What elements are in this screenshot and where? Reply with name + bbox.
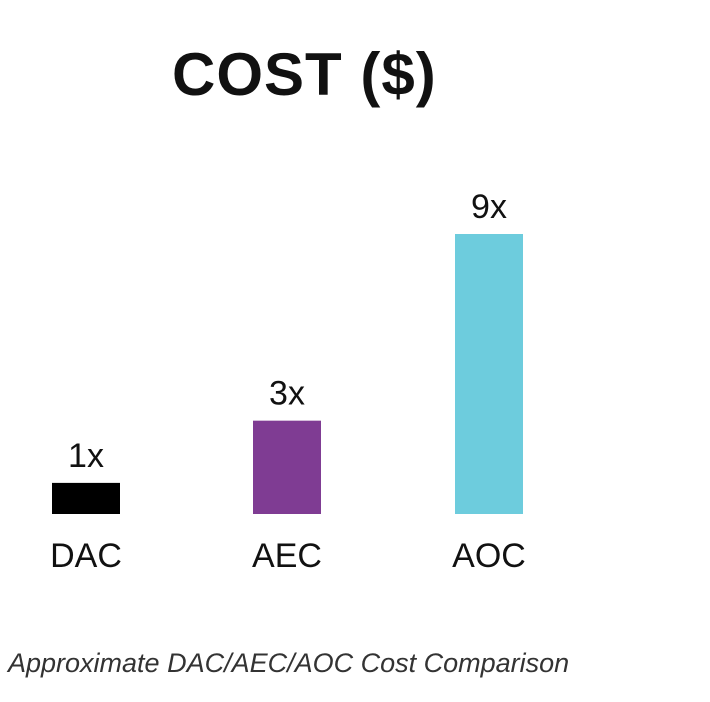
value-label-aec: 3x: [269, 375, 305, 413]
value-label-aoc: 9x: [471, 188, 507, 226]
category-label-aoc: AOC: [452, 537, 526, 575]
value-label-dac: 1x: [68, 437, 104, 475]
bars-layer: 1x DAC 3x AEC 9x AOC: [50, 188, 526, 575]
chart-title: COST ($): [172, 41, 437, 108]
bar-dac: [52, 482, 120, 514]
category-label-aec: AEC: [252, 537, 322, 575]
category-label-dac: DAC: [50, 537, 122, 575]
figure-caption: Approximate DAC/AEC/AOC Cost Comparison: [8, 648, 570, 678]
bar-aoc: [455, 234, 523, 514]
bar-aec: [253, 420, 321, 514]
